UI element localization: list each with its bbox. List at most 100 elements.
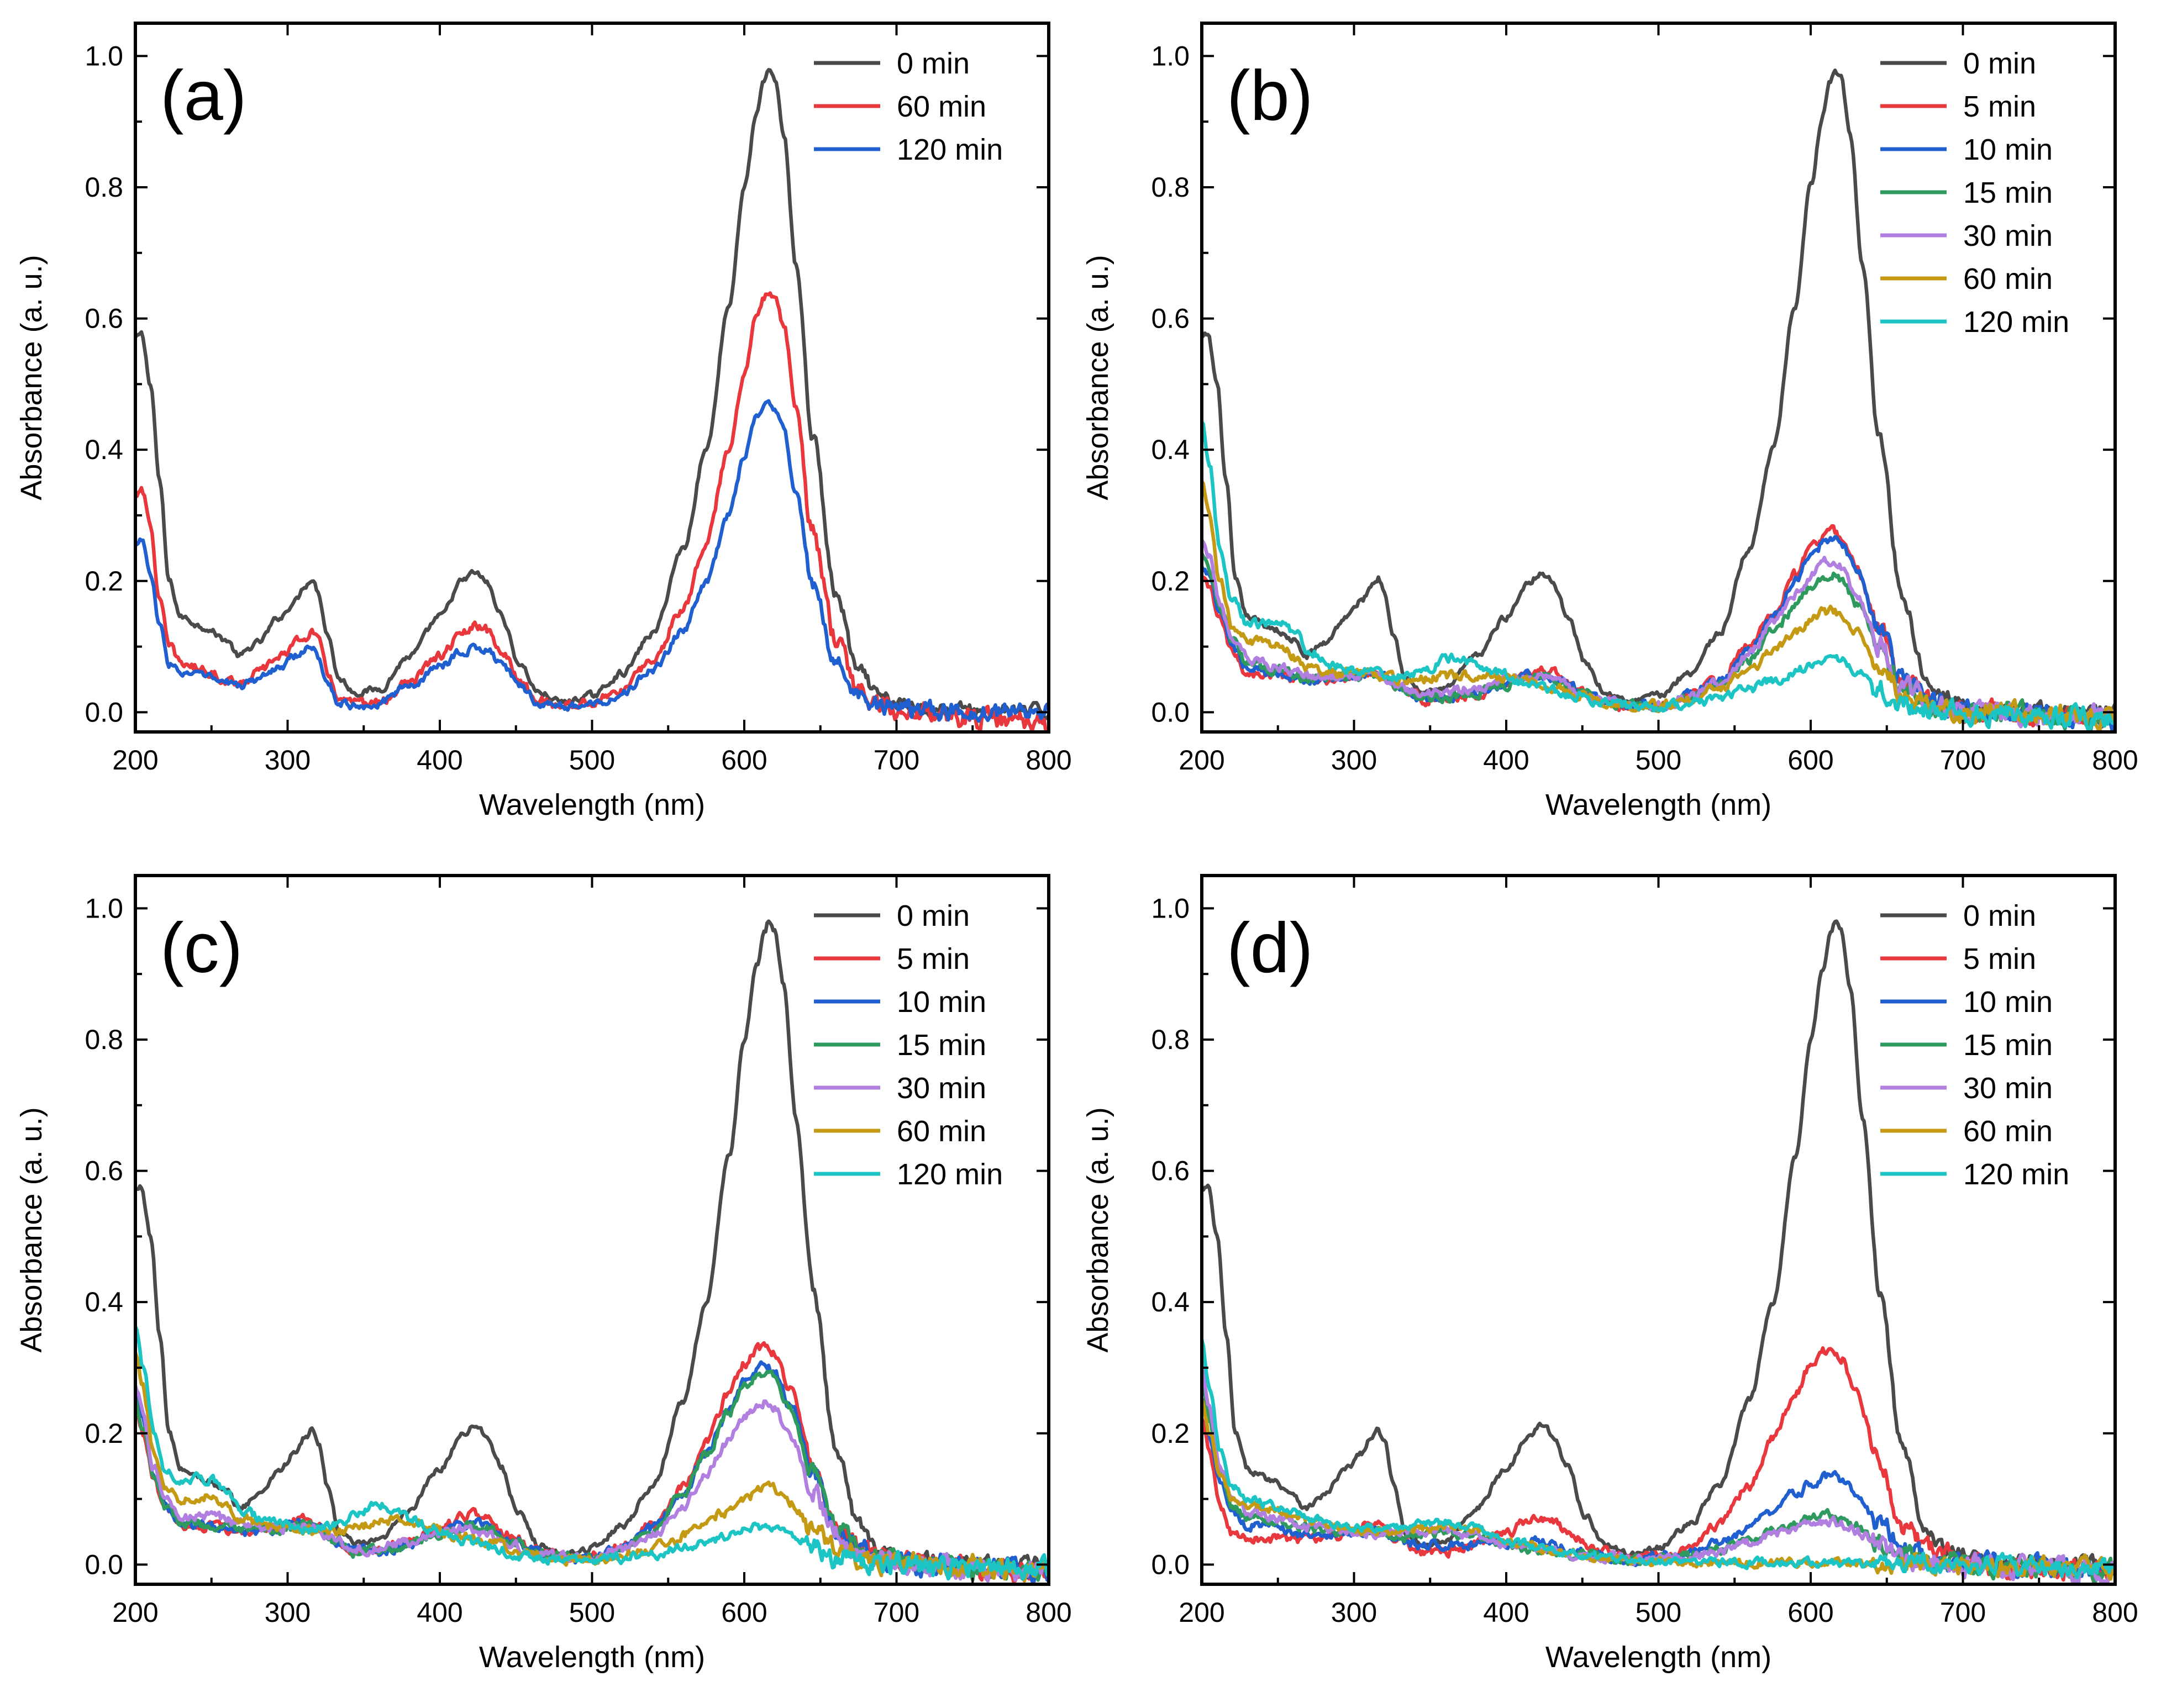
y-tick-label: 0.0 [85,697,123,728]
legend: 0 min 5 min 10 min 15 min 30 min 60 min 120 mi… [1880,899,2069,1191]
legend-label: 120 min [897,133,1003,166]
x-tick-label: 600 [1787,745,1833,776]
y-tick-label: 0.6 [1151,1156,1190,1187]
panel-label: (d) [1227,909,1313,988]
y-tick-label: 0.8 [85,1024,123,1055]
y-axis-label: Absorbance (a. u.) [15,255,48,500]
legend-label: 10 min [1963,133,2053,166]
x-tick-label: 200 [1179,1597,1224,1628]
legend-label: 30 min [897,1072,986,1105]
series-group [135,919,1049,1584]
y-tick-label: 1.0 [85,40,123,71]
x-tick-label: 400 [417,745,462,776]
legend-label: 5 min [1963,90,2036,123]
chart-panel-3: 200 300 400 500 600 700 800 0.0 0.2 0.4 0.6 0.8 1.0 W… [1081,874,2138,1674]
chart-panel-2: 200 300 400 500 600 700 800 0.0 0.2 0.4 0.6 0.8 1.0 W… [15,874,1072,1674]
y-axis-label: Absorbance (a. u.) [1081,255,1114,500]
y-tick-label: 0.4 [85,1287,123,1317]
legend-label: 60 min [897,90,986,123]
x-tick-label: 200 [112,1597,158,1628]
series-group [135,68,1049,732]
series-line-4 [1202,538,2115,729]
legend-label: 120 min [1963,1158,2069,1191]
x-tick-label: 300 [265,745,311,776]
series-group [1202,919,2115,1584]
x-tick-label: 700 [874,1597,919,1628]
x-tick-label: 600 [721,745,767,776]
series-line-1 [135,291,1049,732]
y-axis-label: Absorbance (a. u.) [15,1107,48,1352]
x-tick-label: 700 [1940,745,1986,776]
chart-panel-1: 200 300 400 500 600 700 800 0.0 0.2 0.4 0.6 0.8 1.0 W… [1081,22,2138,821]
series-line-0 [135,919,1049,1574]
y-tick-label: 0.2 [85,1418,123,1449]
x-axis-label: Wavelength (nm) [1545,788,1771,821]
legend: 0 min 60 min 120 min [814,47,1003,166]
y-tick-label: 0.0 [1151,1549,1190,1580]
x-tick-label: 400 [1483,745,1529,776]
x-tick-label: 200 [1179,745,1224,776]
y-tick-label: 0.8 [1151,172,1190,203]
y-tick-label: 0.0 [85,1549,123,1580]
y-tick-label: 0.2 [1151,1418,1190,1449]
x-tick-label: 600 [1787,1597,1833,1628]
x-axis-label: Wavelength (nm) [479,788,705,821]
legend-label: 5 min [1963,942,2036,976]
series-line-0 [135,68,1049,720]
y-tick-label: 0.8 [1151,1024,1190,1055]
legend: 0 min 5 min 10 min 15 min 30 min 60 min 120 mi… [814,899,1003,1191]
legend-label: 60 min [897,1115,986,1148]
series-line-1 [1202,1346,2115,1582]
legend-label: 0 min [1963,47,2036,80]
y-tick-label: 0.2 [85,566,123,597]
y-tick-label: 0.0 [1151,697,1190,728]
legend-label: 0 min [897,47,970,80]
y-tick-label: 0.6 [1151,303,1190,334]
series-line-0 [1202,68,2115,719]
legend-label: 10 min [1963,985,2053,1019]
legend-label: 60 min [1963,262,2053,296]
x-tick-label: 700 [1940,1597,1986,1628]
x-tick-label: 500 [1636,745,1681,776]
x-tick-label: 500 [569,1597,615,1628]
panel-label: (c) [160,909,243,988]
x-tick-label: 400 [417,1597,462,1628]
x-tick-label: 800 [2092,1597,2138,1628]
x-tick-label: 800 [1026,745,1071,776]
y-tick-label: 1.0 [85,893,123,924]
y-tick-label: 0.6 [85,303,123,334]
x-tick-label: 700 [874,745,919,776]
series-line-0 [1202,919,2115,1574]
series-line-2 [135,1360,1049,1584]
legend-label: 15 min [1963,176,2053,209]
legend-label: 120 min [1963,305,2069,339]
x-tick-label: 300 [1331,1597,1377,1628]
y-tick-label: 1.0 [1151,40,1190,71]
legend-label: 10 min [897,985,986,1019]
legend-label: 30 min [1963,219,2053,252]
y-tick-label: 0.6 [85,1156,123,1187]
series-line-6 [135,1325,1049,1581]
x-axis-label: Wavelength (nm) [1545,1641,1771,1674]
y-tick-label: 0.4 [1151,1287,1190,1317]
legend-label: 0 min [1963,899,2036,932]
legend-label: 15 min [1963,1029,2053,1062]
x-tick-label: 400 [1483,1597,1529,1628]
x-tick-label: 300 [265,1597,311,1628]
y-tick-label: 0.8 [85,172,123,203]
chart-panel-0: 200 300 400 500 600 700 800 0.0 0.2 0.4 0.6 0.8 1.0 W… [15,22,1072,821]
panel-label: (a) [160,56,246,135]
series-line-6 [1202,420,2115,732]
x-tick-label: 800 [2092,745,2138,776]
y-tick-label: 1.0 [1151,893,1190,924]
legend-label: 120 min [897,1158,1003,1191]
series-group [1202,68,2115,732]
series-line-2 [135,399,1049,723]
x-axis-label: Wavelength (nm) [479,1641,705,1674]
legend-label: 60 min [1963,1115,2053,1148]
x-tick-label: 300 [1331,745,1377,776]
y-axis-label: Absorbance (a. u.) [1081,1107,1114,1352]
legend-label: 5 min [897,942,970,976]
y-tick-label: 0.4 [85,434,123,465]
